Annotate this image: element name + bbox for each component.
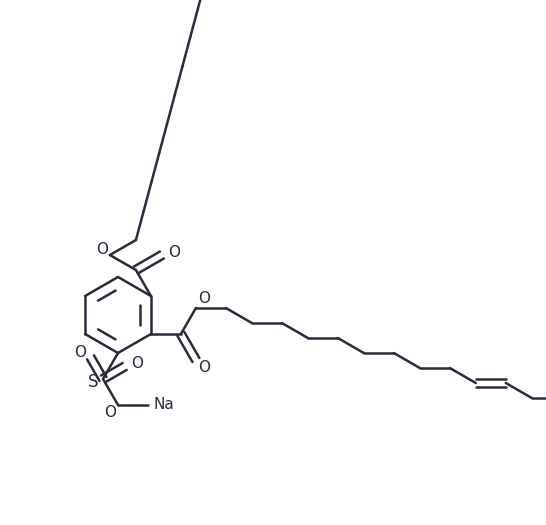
Text: O: O [198, 290, 210, 306]
Text: S: S [88, 373, 98, 391]
Text: O: O [130, 356, 143, 371]
Text: Na: Na [153, 397, 174, 413]
Text: O: O [104, 405, 116, 421]
Text: O: O [198, 361, 210, 375]
Text: O: O [74, 345, 86, 360]
Text: O: O [168, 245, 180, 259]
Text: O: O [96, 242, 108, 257]
